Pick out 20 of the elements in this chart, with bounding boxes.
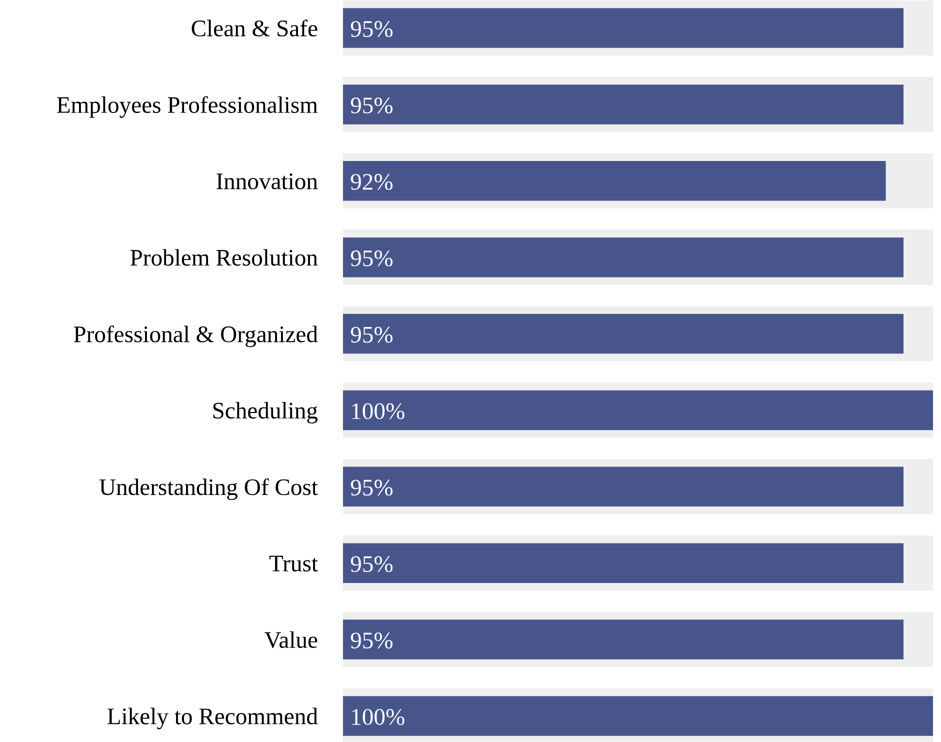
y-tick-label: Clean & Safe <box>192 20 318 36</box>
y-tick-label: Problem Resolution <box>130 249 318 266</box>
data-label: 92% <box>350 174 393 190</box>
data-label: 95% <box>350 97 393 114</box>
data-label: 95% <box>350 250 393 266</box>
y-tick-label: Employees Professionalism <box>57 96 318 118</box>
data-label: 95% <box>350 632 393 649</box>
y-tick-label: Trust <box>269 556 318 572</box>
y-tick-label: Innovation <box>216 173 318 190</box>
data-label: 95% <box>350 326 393 343</box>
y-tick-label: Likely to Recommend <box>108 708 318 730</box>
data-label: 95% <box>350 556 393 572</box>
y-tick-label: Professional & Organized <box>74 325 318 348</box>
data-label: 95% <box>350 480 393 496</box>
y-tick-label: Scheduling <box>213 402 318 424</box>
y-tick-label: Value <box>264 631 318 648</box>
data-label: 100% <box>352 403 404 420</box>
y-tick-label: Understanding Of Cost <box>99 478 318 500</box>
data-label: 100% <box>352 708 404 726</box>
data-label: 95% <box>350 21 393 38</box>
